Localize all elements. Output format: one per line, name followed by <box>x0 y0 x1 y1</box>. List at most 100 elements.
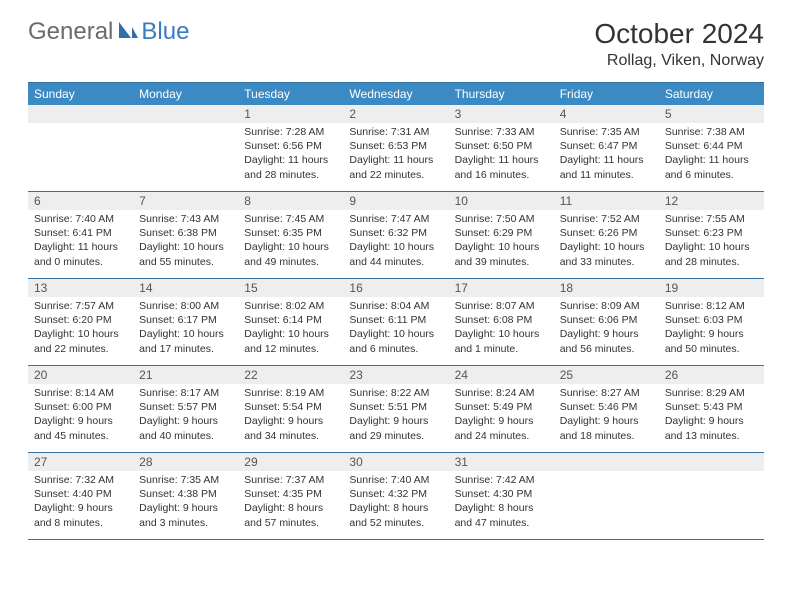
sunset-text: Sunset: 5:46 PM <box>560 400 653 414</box>
day-headers-row: SundayMondayTuesdayWednesdayThursdayFrid… <box>28 83 764 105</box>
sunset-text: Sunset: 6:29 PM <box>455 226 548 240</box>
sunrise-text: Sunrise: 8:17 AM <box>139 386 232 400</box>
calendar-cell: 21Sunrise: 8:17 AMSunset: 5:57 PMDayligh… <box>133 366 238 452</box>
sunrise-text: Sunrise: 7:57 AM <box>34 299 127 313</box>
day-number: 3 <box>449 105 554 123</box>
sunrise-text: Sunrise: 7:55 AM <box>665 212 758 226</box>
day-details: Sunrise: 8:27 AMSunset: 5:46 PMDaylight:… <box>554 384 659 447</box>
sunrise-text: Sunrise: 8:24 AM <box>455 386 548 400</box>
calendar-weeks: 1Sunrise: 7:28 AMSunset: 6:56 PMDaylight… <box>28 105 764 540</box>
sunrise-text: Sunrise: 8:27 AM <box>560 386 653 400</box>
day-number: 11 <box>554 192 659 210</box>
calendar-cell: 28Sunrise: 7:35 AMSunset: 4:38 PMDayligh… <box>133 453 238 539</box>
calendar-cell: 8Sunrise: 7:45 AMSunset: 6:35 PMDaylight… <box>238 192 343 278</box>
sunset-text: Sunset: 6:41 PM <box>34 226 127 240</box>
day-number: 12 <box>659 192 764 210</box>
day-number: 27 <box>28 453 133 471</box>
sunset-text: Sunset: 6:32 PM <box>349 226 442 240</box>
day-details: Sunrise: 7:38 AMSunset: 6:44 PMDaylight:… <box>659 123 764 186</box>
day-details: Sunrise: 8:19 AMSunset: 5:54 PMDaylight:… <box>238 384 343 447</box>
day-header-sunday: Sunday <box>28 83 133 105</box>
day-details: Sunrise: 7:55 AMSunset: 6:23 PMDaylight:… <box>659 210 764 273</box>
daylight-text: Daylight: 11 hours and 22 minutes. <box>349 153 442 181</box>
day-header-thursday: Thursday <box>449 83 554 105</box>
day-number: 8 <box>238 192 343 210</box>
day-number: 10 <box>449 192 554 210</box>
daylight-text: Daylight: 10 hours and 28 minutes. <box>665 240 758 268</box>
daylight-text: Daylight: 11 hours and 0 minutes. <box>34 240 127 268</box>
day-header-saturday: Saturday <box>659 83 764 105</box>
daylight-text: Daylight: 9 hours and 50 minutes. <box>665 327 758 355</box>
sunset-text: Sunset: 5:43 PM <box>665 400 758 414</box>
day-number: 26 <box>659 366 764 384</box>
calendar-cell: 4Sunrise: 7:35 AMSunset: 6:47 PMDaylight… <box>554 105 659 191</box>
sunset-text: Sunset: 4:40 PM <box>34 487 127 501</box>
daylight-text: Daylight: 10 hours and 12 minutes. <box>244 327 337 355</box>
sunrise-text: Sunrise: 7:33 AM <box>455 125 548 139</box>
daylight-text: Daylight: 9 hours and 34 minutes. <box>244 414 337 442</box>
day-details: Sunrise: 8:17 AMSunset: 5:57 PMDaylight:… <box>133 384 238 447</box>
day-number: 14 <box>133 279 238 297</box>
calendar-cell: 11Sunrise: 7:52 AMSunset: 6:26 PMDayligh… <box>554 192 659 278</box>
sunrise-text: Sunrise: 7:47 AM <box>349 212 442 226</box>
day-number: 5 <box>659 105 764 123</box>
day-number: 13 <box>28 279 133 297</box>
day-number <box>554 453 659 471</box>
sunrise-text: Sunrise: 7:42 AM <box>455 473 548 487</box>
week-row: 13Sunrise: 7:57 AMSunset: 6:20 PMDayligh… <box>28 279 764 366</box>
day-header-friday: Friday <box>554 83 659 105</box>
sunset-text: Sunset: 6:53 PM <box>349 139 442 153</box>
sunrise-text: Sunrise: 7:52 AM <box>560 212 653 226</box>
calendar-cell: 2Sunrise: 7:31 AMSunset: 6:53 PMDaylight… <box>343 105 448 191</box>
week-row: 6Sunrise: 7:40 AMSunset: 6:41 PMDaylight… <box>28 192 764 279</box>
day-number: 25 <box>554 366 659 384</box>
sunset-text: Sunset: 6:00 PM <box>34 400 127 414</box>
calendar-cell: 30Sunrise: 7:40 AMSunset: 4:32 PMDayligh… <box>343 453 448 539</box>
calendar-cell: 20Sunrise: 8:14 AMSunset: 6:00 PMDayligh… <box>28 366 133 452</box>
sunrise-text: Sunrise: 8:02 AM <box>244 299 337 313</box>
daylight-text: Daylight: 11 hours and 11 minutes. <box>560 153 653 181</box>
sunrise-text: Sunrise: 8:19 AM <box>244 386 337 400</box>
calendar-cell: 25Sunrise: 8:27 AMSunset: 5:46 PMDayligh… <box>554 366 659 452</box>
day-details: Sunrise: 7:57 AMSunset: 6:20 PMDaylight:… <box>28 297 133 360</box>
sunset-text: Sunset: 4:30 PM <box>455 487 548 501</box>
daylight-text: Daylight: 9 hours and 8 minutes. <box>34 501 127 529</box>
day-details: Sunrise: 8:14 AMSunset: 6:00 PMDaylight:… <box>28 384 133 447</box>
calendar-cell-empty <box>659 453 764 539</box>
daylight-text: Daylight: 10 hours and 1 minute. <box>455 327 548 355</box>
calendar-cell: 14Sunrise: 8:00 AMSunset: 6:17 PMDayligh… <box>133 279 238 365</box>
sunset-text: Sunset: 4:38 PM <box>139 487 232 501</box>
daylight-text: Daylight: 9 hours and 29 minutes. <box>349 414 442 442</box>
calendar-cell: 24Sunrise: 8:24 AMSunset: 5:49 PMDayligh… <box>449 366 554 452</box>
sunset-text: Sunset: 6:26 PM <box>560 226 653 240</box>
sunrise-text: Sunrise: 8:04 AM <box>349 299 442 313</box>
day-details: Sunrise: 7:50 AMSunset: 6:29 PMDaylight:… <box>449 210 554 273</box>
day-details: Sunrise: 8:00 AMSunset: 6:17 PMDaylight:… <box>133 297 238 360</box>
logo-sail-icon <box>117 20 139 45</box>
sunset-text: Sunset: 6:23 PM <box>665 226 758 240</box>
sunset-text: Sunset: 6:20 PM <box>34 313 127 327</box>
calendar-cell: 17Sunrise: 8:07 AMSunset: 6:08 PMDayligh… <box>449 279 554 365</box>
day-details: Sunrise: 7:40 AMSunset: 4:32 PMDaylight:… <box>343 471 448 534</box>
sunset-text: Sunset: 6:47 PM <box>560 139 653 153</box>
day-number <box>133 105 238 123</box>
day-details: Sunrise: 8:24 AMSunset: 5:49 PMDaylight:… <box>449 384 554 447</box>
day-details: Sunrise: 7:35 AMSunset: 4:38 PMDaylight:… <box>133 471 238 534</box>
day-details: Sunrise: 8:22 AMSunset: 5:51 PMDaylight:… <box>343 384 448 447</box>
daylight-text: Daylight: 9 hours and 3 minutes. <box>139 501 232 529</box>
sunset-text: Sunset: 6:14 PM <box>244 313 337 327</box>
sunset-text: Sunset: 6:50 PM <box>455 139 548 153</box>
sunset-text: Sunset: 6:44 PM <box>665 139 758 153</box>
week-row: 1Sunrise: 7:28 AMSunset: 6:56 PMDaylight… <box>28 105 764 192</box>
daylight-text: Daylight: 9 hours and 24 minutes. <box>455 414 548 442</box>
day-number: 21 <box>133 366 238 384</box>
calendar-cell: 7Sunrise: 7:43 AMSunset: 6:38 PMDaylight… <box>133 192 238 278</box>
sunset-text: Sunset: 6:35 PM <box>244 226 337 240</box>
day-details: Sunrise: 8:07 AMSunset: 6:08 PMDaylight:… <box>449 297 554 360</box>
sunset-text: Sunset: 5:51 PM <box>349 400 442 414</box>
daylight-text: Daylight: 11 hours and 6 minutes. <box>665 153 758 181</box>
day-details: Sunrise: 8:09 AMSunset: 6:06 PMDaylight:… <box>554 297 659 360</box>
sunset-text: Sunset: 6:06 PM <box>560 313 653 327</box>
sunset-text: Sunset: 4:32 PM <box>349 487 442 501</box>
day-details: Sunrise: 7:52 AMSunset: 6:26 PMDaylight:… <box>554 210 659 273</box>
